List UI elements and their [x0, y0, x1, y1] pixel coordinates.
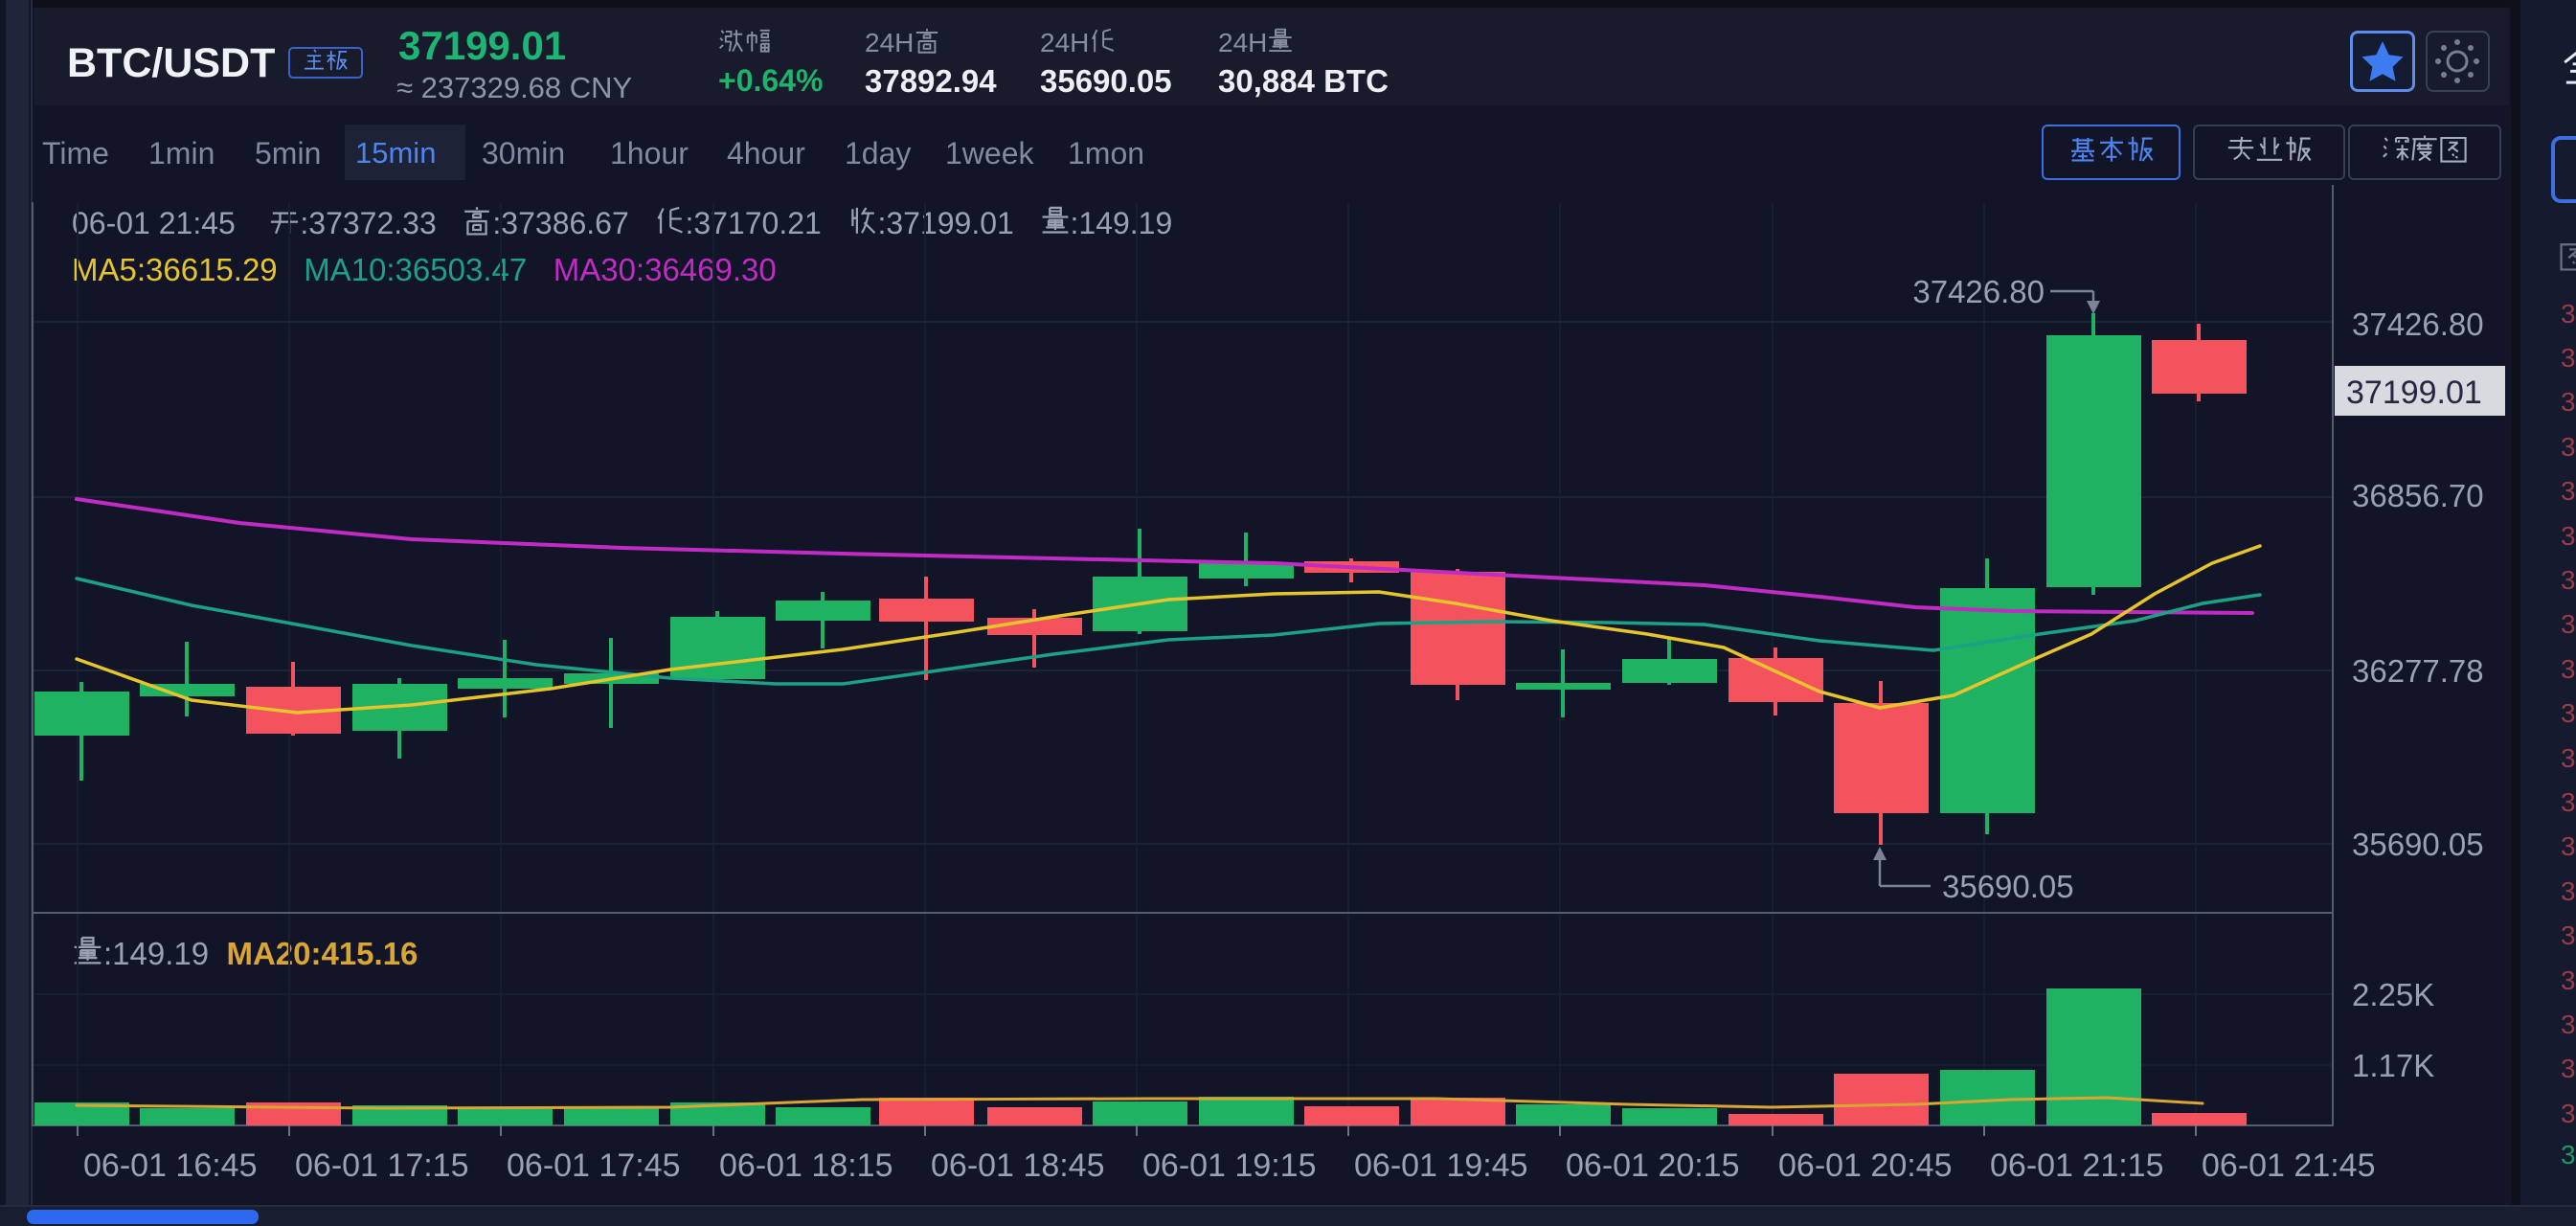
svg-text:36856.70: 36856.70	[2352, 478, 2484, 513]
svg-text:37199.01: 37199.01	[2346, 375, 2482, 411]
svg-text:35690.05: 35690.05	[2352, 827, 2484, 862]
svg-text:06-01 21:15: 06-01 21:15	[1990, 1147, 2164, 1184]
svg-text:06-01 18:15: 06-01 18:15	[719, 1147, 893, 1184]
svg-text:37426.80: 37426.80	[1912, 274, 2045, 309]
svg-text:1.17K: 1.17K	[2352, 1048, 2434, 1083]
svg-text:06-01 19:45: 06-01 19:45	[1354, 1147, 1528, 1184]
svg-text:06-01 18:45: 06-01 18:45	[931, 1147, 1105, 1184]
svg-text:06-01 16:45: 06-01 16:45	[83, 1147, 258, 1184]
svg-text:06-01 21:45: 06-01 21:45	[2202, 1147, 2376, 1184]
svg-text:2.25K: 2.25K	[2352, 977, 2434, 1012]
svg-text:06-01 17:15: 06-01 17:15	[295, 1147, 469, 1184]
svg-text:06-01 19:15: 06-01 19:15	[1142, 1147, 1317, 1184]
svg-text:35690.05: 35690.05	[1942, 869, 2074, 904]
svg-text:06-01 20:15: 06-01 20:15	[1566, 1147, 1740, 1184]
svg-text:06-01 20:45: 06-01 20:45	[1778, 1147, 1953, 1184]
svg-text:06-01 17:45: 06-01 17:45	[507, 1147, 681, 1184]
svg-text:37426.80: 37426.80	[2352, 306, 2484, 342]
svg-text:36277.78: 36277.78	[2352, 653, 2484, 689]
